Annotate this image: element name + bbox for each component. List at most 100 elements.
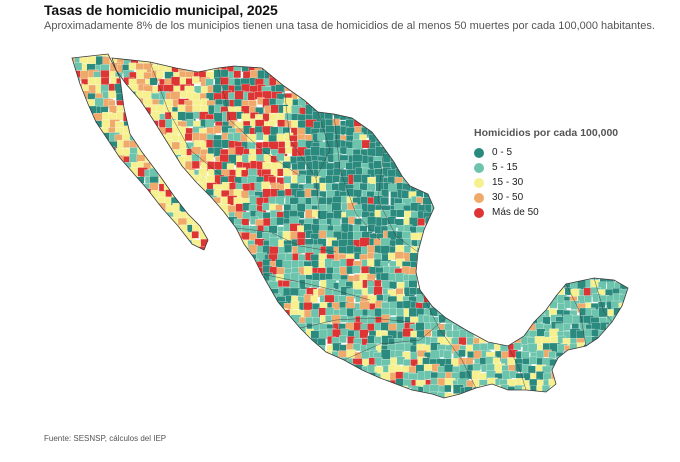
municipality-cell — [389, 209, 398, 218]
municipality-cell — [60, 163, 69, 172]
municipality-cell — [317, 132, 326, 141]
municipality-cell — [613, 321, 622, 330]
municipality-cell — [578, 239, 590, 251]
municipality-cell — [353, 69, 364, 79]
municipality-cell — [100, 189, 109, 198]
municipality-cell — [443, 350, 452, 359]
municipality-cell — [417, 140, 429, 152]
municipality-cell — [234, 336, 246, 348]
municipality-cell — [424, 394, 433, 398]
municipality-cell — [584, 351, 593, 360]
municipality-cell — [485, 232, 494, 242]
municipality-cell — [438, 162, 447, 171]
municipality-cell — [409, 287, 418, 296]
municipality-cell — [464, 301, 474, 311]
municipality-cell — [249, 275, 258, 283]
municipality-cell — [73, 352, 85, 364]
municipality-cell — [109, 260, 121, 272]
municipality-cell — [72, 237, 81, 246]
municipality-cell — [634, 331, 645, 342]
municipality-cell — [100, 76, 110, 86]
municipality-cell — [81, 267, 91, 277]
municipality-cell — [94, 97, 105, 108]
municipality-cell — [584, 83, 596, 95]
municipality-cell — [500, 287, 510, 297]
municipality-cell — [149, 387, 159, 397]
municipality-cell — [416, 169, 426, 179]
municipality-cell — [60, 302, 71, 313]
municipality-cell — [136, 133, 148, 145]
municipality-cell — [221, 139, 230, 149]
municipality-cell — [79, 303, 90, 313]
municipality-cell — [61, 135, 68, 142]
municipality-cell — [276, 153, 285, 162]
municipality-cell — [388, 98, 397, 108]
municipality-cell — [396, 209, 405, 218]
municipality-cell — [72, 386, 82, 395]
municipality-cell — [60, 252, 70, 262]
municipality-cell — [59, 219, 67, 227]
municipality-cell — [157, 230, 166, 240]
municipality-cell — [585, 79, 595, 89]
municipality-cell — [635, 79, 644, 88]
municipality-cell — [110, 372, 120, 382]
municipality-cell — [605, 344, 617, 355]
municipality-cell — [303, 391, 315, 398]
municipality-cell — [626, 267, 628, 279]
municipality-cell — [522, 295, 531, 304]
municipality-cell — [289, 358, 298, 367]
municipality-cell — [332, 56, 343, 66]
municipality-cell — [325, 245, 335, 255]
municipality-cell — [215, 316, 226, 326]
municipality-cell — [397, 139, 405, 147]
municipality-cell — [438, 71, 447, 80]
municipality-cell — [137, 364, 148, 374]
municipality-cell — [129, 239, 139, 248]
municipality-cell — [446, 203, 457, 214]
municipality-cell — [333, 99, 343, 108]
municipality-cell — [352, 343, 361, 352]
municipality-cell — [142, 197, 151, 205]
municipality-cell — [502, 107, 511, 116]
municipality-cell — [311, 84, 322, 95]
municipality-cell — [129, 302, 139, 312]
municipality-cell — [500, 253, 509, 261]
municipality-cell — [621, 336, 628, 346]
municipality-cell — [150, 146, 159, 156]
municipality-cell — [88, 140, 97, 148]
municipality-cell — [80, 111, 90, 121]
municipality-cell — [137, 231, 145, 240]
state-border — [315, 111, 331, 179]
municipality-cell — [192, 387, 201, 396]
legend-item: Más de 50 — [474, 205, 644, 220]
municipality-cell — [143, 253, 153, 263]
municipality-cell — [541, 91, 551, 100]
municipality-cell — [220, 323, 230, 332]
municipality-cell — [444, 113, 454, 123]
municipality-cell — [184, 364, 196, 376]
municipality-cell — [74, 337, 85, 348]
municipality-cell — [606, 92, 617, 104]
municipality-cell — [366, 70, 378, 82]
municipality-cell — [445, 56, 454, 66]
municipality-cell — [128, 202, 140, 213]
municipality-cell — [493, 107, 505, 119]
municipality-cell — [158, 364, 166, 373]
municipality-cell — [571, 56, 580, 65]
municipality-cell — [467, 266, 476, 276]
municipality-cell — [542, 392, 553, 398]
municipality-cell — [79, 128, 88, 137]
municipality-cell — [59, 337, 66, 344]
municipality-cell — [275, 365, 284, 374]
municipality-cell — [122, 239, 133, 251]
municipality-cell — [137, 210, 149, 222]
municipality-cell — [578, 363, 588, 374]
municipality-cell — [577, 223, 586, 233]
municipality-cell — [72, 169, 75, 177]
legend-swatch — [474, 162, 484, 173]
municipality-cell — [247, 293, 256, 302]
municipality-cell — [186, 188, 195, 197]
municipality-cell — [59, 287, 69, 297]
municipality-cell — [361, 387, 373, 398]
municipality-cell — [423, 246, 433, 255]
